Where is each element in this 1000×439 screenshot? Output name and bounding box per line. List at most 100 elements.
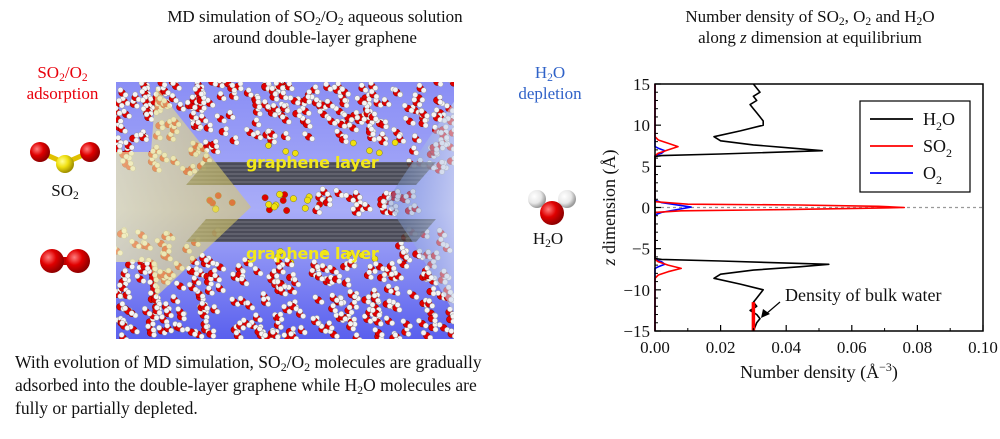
hydrogen-atom <box>272 112 278 118</box>
hydrogen-atom <box>116 105 119 112</box>
hydrogen-atom <box>391 265 397 272</box>
hydrogen-atom <box>437 82 444 87</box>
hydrogen-atom <box>300 313 307 319</box>
hydrogen-atom <box>176 322 183 328</box>
hydrogen-atom <box>413 294 420 300</box>
hydrogen-atom <box>197 124 204 131</box>
hydrogen-atom <box>250 131 257 138</box>
hydrogen-atom <box>165 89 171 96</box>
hydrogen-atom <box>286 308 293 315</box>
hydrogen-atom <box>169 92 176 99</box>
hydrogen-atom <box>134 328 140 335</box>
hydrogen-atom <box>227 109 233 116</box>
hydrogen-atom <box>318 299 325 305</box>
hydrogen-atom <box>122 139 129 146</box>
hydrogen-atom <box>291 289 298 296</box>
adsorption-label: SO2/O2 adsorption <box>26 63 99 103</box>
hydrogen-atom <box>385 283 392 290</box>
sulfur-atom <box>358 252 366 259</box>
hydrogen-atom <box>316 101 322 108</box>
hydrogen-atom <box>394 290 401 297</box>
hydrogen-atom <box>277 286 284 292</box>
hydrogen-atom <box>145 323 151 330</box>
depletion-label: H2O depletion <box>518 63 582 103</box>
hydrogen-atom <box>348 309 355 316</box>
hydrogen-atom <box>238 85 244 92</box>
hydrogen-atom <box>338 311 345 317</box>
x-tick-label: 0.02 <box>706 338 736 357</box>
hydrogen-atom <box>150 321 156 327</box>
hydrogen-atom <box>192 286 199 293</box>
hydrogen-atom <box>118 332 125 338</box>
hydrogen-atom <box>424 113 430 119</box>
hydrogen-atom <box>193 115 199 121</box>
hydrogen-atom <box>430 290 437 297</box>
hydrogen-atom <box>401 102 408 109</box>
hydrogen-atom <box>276 264 283 270</box>
hydrogen-atom <box>116 110 123 117</box>
hydrogen-atom <box>144 265 151 272</box>
hydrogen-atom <box>408 107 415 114</box>
hydrogen-atom <box>422 322 429 329</box>
hydrogen-atom <box>333 269 340 276</box>
hydrogen-atom <box>199 300 206 307</box>
hydrogen-atom <box>161 82 168 88</box>
hydrogen-atom <box>351 263 358 269</box>
hydrogen-atom <box>249 305 256 311</box>
hydrogen-atom <box>416 138 423 144</box>
h2o-molecule-icon <box>528 190 576 225</box>
hydrogen-atom <box>244 300 251 306</box>
hydrogen-atom <box>240 317 247 323</box>
hydrogen-atom <box>402 115 409 122</box>
annotation-arrow <box>761 301 781 318</box>
bulk-water-annotation: Density of bulk water <box>785 285 941 305</box>
hydrogen-atom <box>273 82 280 86</box>
hydrogen-atom <box>154 304 160 311</box>
hydrogen-atom <box>405 331 412 337</box>
hydrogen-atom <box>436 321 443 328</box>
hydrogen-atom <box>313 96 320 103</box>
simulation-title-line1: MD simulation of SO2/O2 aqueous solution <box>167 7 463 28</box>
hydrogen-atom <box>306 98 313 105</box>
y-tick-label: −5 <box>632 240 650 259</box>
hydrogen-atom <box>371 292 378 299</box>
y-tick-label: 15 <box>633 75 650 94</box>
hydrogen-atom <box>126 294 133 301</box>
hydrogen-atom <box>168 327 175 334</box>
hydrogen-atom <box>116 282 123 289</box>
hydrogen-atom <box>400 318 407 324</box>
y-tick-label: 10 <box>633 116 650 135</box>
hydrogen-atom <box>262 98 268 105</box>
hydrogen-atom <box>117 293 124 300</box>
hydrogen-atom <box>205 285 212 291</box>
hydrogen-atom <box>285 135 291 142</box>
hydrogen-atom <box>212 272 218 279</box>
hydrogen-atom <box>309 135 316 142</box>
hydrogen-atom <box>427 334 434 339</box>
hydrogen-atom <box>289 85 295 92</box>
hydrogen-atom <box>194 260 200 267</box>
hydrogen-atom <box>311 258 318 265</box>
hydrogen-atom <box>376 312 383 319</box>
hydrogen-atom <box>241 256 248 263</box>
hydrogen-atom <box>128 310 135 317</box>
hydrogen-atom <box>209 102 216 109</box>
hydrogen-atom <box>433 107 440 113</box>
hydrogen-atom <box>180 106 187 113</box>
hydrogen-atom <box>137 131 144 138</box>
sulfur-atom <box>282 148 289 155</box>
hydrogen-atom <box>124 325 131 331</box>
hydrogen-atom <box>343 138 349 145</box>
hydrogen-atom <box>176 85 183 92</box>
hydrogen-atom <box>177 101 184 108</box>
hydrogen-atom <box>429 303 436 309</box>
hydrogen-atom <box>362 87 369 94</box>
hydrogen-atom <box>312 294 319 300</box>
hydrogen-atom <box>450 318 454 325</box>
hydrogen-atom <box>199 293 206 300</box>
md-simulation-snapshot: graphene layer graphene layer <box>116 82 454 339</box>
hydrogen-atom <box>229 296 235 303</box>
x-tick-label: 0.06 <box>837 338 867 357</box>
hydrogen-atom <box>215 282 221 289</box>
